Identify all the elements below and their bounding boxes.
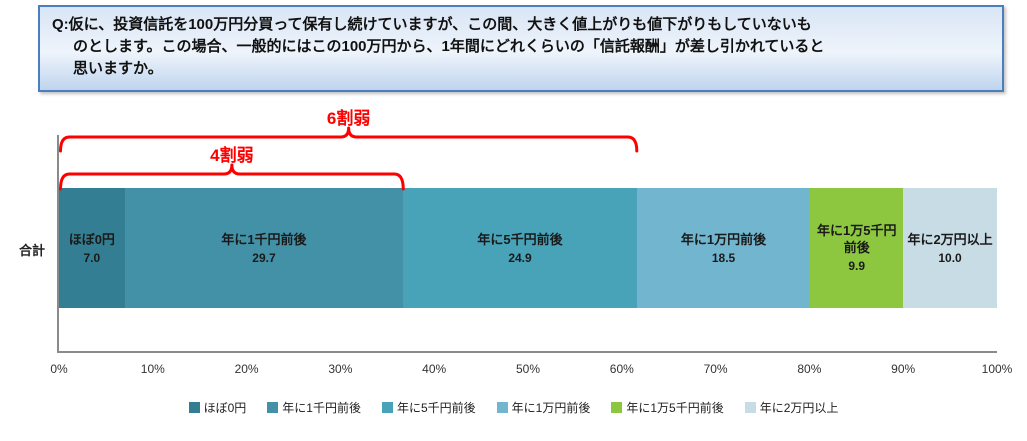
x-tick-90: 90% bbox=[891, 362, 916, 376]
legend-label: ほぼ0円 bbox=[203, 401, 247, 415]
segment-value: 7.0 bbox=[83, 250, 101, 265]
segment-value: 29.7 bbox=[252, 250, 276, 265]
segment-label: 年に1万5千円 bbox=[816, 223, 897, 238]
bar-segment-5000yen: 年に5千円前後 24.9 bbox=[403, 188, 637, 308]
legend-swatch-icon bbox=[496, 402, 508, 413]
annotation-4wari-label: 4割弱 bbox=[210, 146, 254, 165]
segment-value: 24.9 bbox=[508, 250, 532, 265]
bracket-4wari-icon bbox=[59, 163, 405, 191]
bar-segment-20000yen: 年に2万円以上 10.0 bbox=[903, 188, 997, 308]
segment-label: 年に2万円以上 bbox=[907, 231, 993, 247]
x-tick-30: 30% bbox=[328, 362, 353, 376]
segment-label: 年に1千円前後 bbox=[221, 231, 307, 247]
x-tick-80: 80% bbox=[797, 362, 822, 376]
annotation-6wari-label: 6割弱 bbox=[326, 109, 371, 128]
segment-label: 年に1万円前後 bbox=[680, 231, 767, 247]
bracket-6wari-icon bbox=[59, 126, 639, 153]
question-line-3: 思いますか。 bbox=[73, 60, 163, 77]
question-line-1: Q:仮に、投資信託を100万円分買って保有し続けていますが、この間、大きく値上が… bbox=[52, 16, 812, 33]
bar-segment-1000yen: 年に1千円前後 29.7 bbox=[124, 188, 404, 308]
legend-swatch-icon bbox=[381, 402, 393, 413]
legend-swatch-icon bbox=[267, 402, 279, 413]
x-tick-0: 0% bbox=[50, 362, 68, 376]
legend-swatch-icon bbox=[744, 402, 756, 413]
legend-label: 年に1万5千円前後 bbox=[626, 401, 724, 415]
legend-item: 年に1万5千円前後 bbox=[611, 399, 724, 416]
segment-value: 9.9 bbox=[848, 259, 866, 273]
segment-value: 18.5 bbox=[711, 250, 736, 265]
bar-segment-hobo0yen: ほぼ0円 7.0 bbox=[59, 188, 125, 308]
x-axis-line bbox=[57, 351, 997, 353]
y-axis-line bbox=[57, 135, 59, 353]
legend-item: 年に5千円前後 bbox=[381, 399, 476, 416]
stacked-bar: ほぼ0円 7.0 年に1千円前後 29.7 年に5千円前後 24.9 年に1万円… bbox=[59, 188, 997, 308]
legend-label: 年に1千円前後 bbox=[282, 401, 361, 415]
legend-swatch-icon bbox=[611, 402, 623, 413]
segment-label: 年に5千円前後 bbox=[477, 231, 563, 247]
legend-swatch-icon bbox=[188, 402, 200, 413]
x-tick-70: 70% bbox=[703, 362, 728, 376]
legend-label: 年に5千円前後 bbox=[396, 401, 476, 415]
x-tick-60: 60% bbox=[609, 362, 634, 376]
segment-label: ほぼ0円 bbox=[68, 231, 115, 247]
question-line-2: のとします。この場合、一般的にはこの100万円から、1年間にどれくらいの「信託報… bbox=[73, 38, 825, 55]
legend-label: 年に1万円前後 bbox=[511, 401, 591, 415]
segment-label: 前後 bbox=[843, 240, 870, 255]
legend-item: 年に1千円前後 bbox=[267, 399, 361, 416]
question-box: Q:仮に、投資信託を100万円分買って保有し続けていますが、この間、大きく値上が… bbox=[38, 5, 1004, 92]
legend: ほぼ0円 年に1千円前後 年に5千円前後 年に1万円前後 年に1万5千円前後 年… bbox=[0, 399, 1027, 416]
legend-item: 年に2万円以上 bbox=[744, 399, 839, 416]
x-tick-40: 40% bbox=[422, 362, 447, 376]
row-label-total: 合計 bbox=[18, 243, 45, 258]
bar-segment-10000yen: 年に1万円前後 18.5 bbox=[636, 188, 811, 308]
bar-segment-15000yen: 年に1万5千円 前後 9.9 bbox=[810, 188, 904, 308]
x-tick-100: 100% bbox=[981, 362, 1013, 376]
x-tick-20: 20% bbox=[234, 362, 259, 376]
legend-label: 年に2万円以上 bbox=[759, 401, 839, 415]
x-tick-50: 50% bbox=[515, 362, 541, 376]
segment-value: 10.0 bbox=[938, 250, 962, 265]
legend-item: ほぼ0円 bbox=[188, 399, 247, 416]
legend-item: 年に1万円前後 bbox=[496, 399, 591, 416]
x-tick-10: 10% bbox=[140, 362, 165, 376]
